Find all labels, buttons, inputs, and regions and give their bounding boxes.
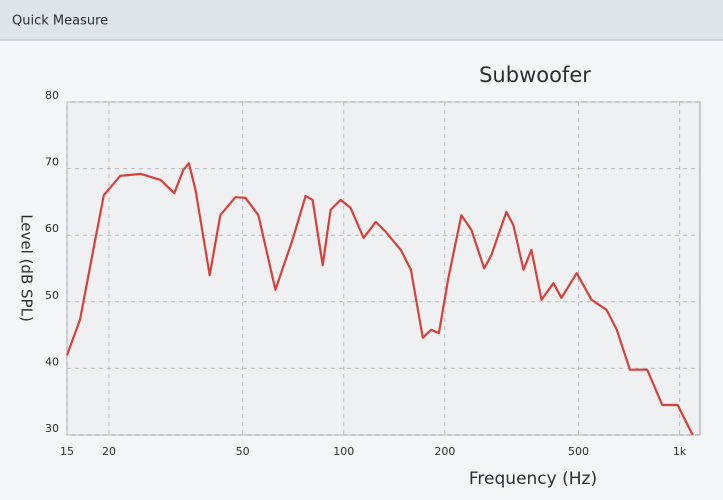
window-title: Quick Measure (12, 14, 108, 29)
x-tick-label: 15 (60, 445, 74, 458)
y-tick-label: 30 (45, 422, 59, 435)
x-tick-label: 20 (102, 445, 116, 458)
y-axis-label: Level (dB SPL) (18, 214, 36, 322)
title-bar (0, 0, 723, 40)
x-tick-label: 500 (568, 445, 589, 458)
chart-title: Subwoofer (479, 63, 591, 87)
x-axis-label: Frequency (Hz) (469, 469, 597, 489)
x-tick-label: 50 (236, 445, 250, 458)
response-line (65, 162, 694, 436)
y-tick-label: 50 (45, 289, 59, 302)
x-tick-label: 1k (673, 445, 687, 458)
y-tick-label: 40 (45, 355, 59, 368)
y-tick-label: 80 (45, 89, 59, 102)
y-tick-label: 70 (45, 156, 59, 169)
x-tick-label: 200 (434, 445, 455, 458)
plot-area (66, 101, 701, 436)
y-tick-label: 60 (45, 222, 59, 235)
x-tick-label: 100 (333, 445, 354, 458)
